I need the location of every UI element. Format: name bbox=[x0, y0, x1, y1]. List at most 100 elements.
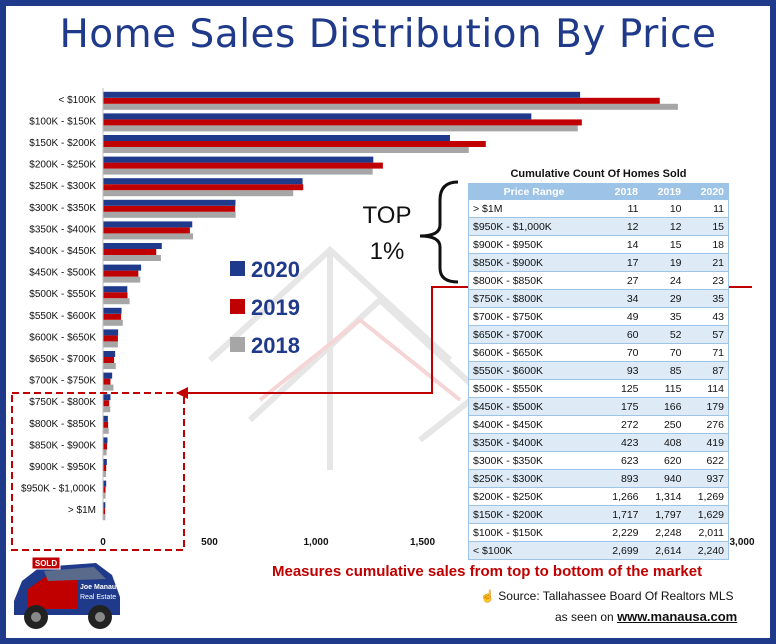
y-tick-label: $600K - $650K bbox=[29, 332, 96, 343]
table-cell-count: 115 bbox=[642, 379, 686, 398]
table-cell-count: 15 bbox=[685, 217, 729, 236]
table-row: $700K - $750K 49 35 43 bbox=[468, 307, 729, 326]
bar-2020-15 bbox=[103, 415, 108, 422]
bar-2018-7 bbox=[103, 255, 161, 261]
table-row: $300K - $350K 623 620 622 bbox=[468, 451, 729, 470]
y-tick-label: $800K - $850K bbox=[29, 419, 96, 430]
table-row: $850K - $900K 17 19 21 bbox=[468, 253, 729, 272]
x-tick-label: 0 bbox=[100, 537, 106, 548]
seen-on-prefix: as seen on bbox=[555, 610, 614, 624]
bar-2020-5 bbox=[103, 199, 236, 206]
bar-2019-6 bbox=[103, 227, 190, 234]
bar-2019-17 bbox=[103, 465, 107, 471]
bar-2018-15 bbox=[103, 427, 109, 434]
table-cell-count: 70 bbox=[599, 343, 643, 362]
x-tick-label: 1,000 bbox=[303, 537, 328, 548]
y-tick-label: $500K - $550K bbox=[29, 289, 96, 300]
bar-2020-0 bbox=[103, 91, 581, 98]
legend-swatch-2020 bbox=[230, 261, 245, 276]
bar-2018-19 bbox=[103, 514, 106, 521]
hand-icon: ☝ bbox=[480, 589, 495, 603]
y-tick-label: $400K - $450K bbox=[29, 246, 96, 257]
table-row: $550K - $600K 93 85 87 bbox=[468, 361, 729, 380]
table-cell-count: 1,717 bbox=[599, 505, 643, 524]
table-cell-price-range: $850K - $900K bbox=[468, 253, 600, 272]
table-title: Cumulative Count Of Homes Sold bbox=[510, 168, 687, 180]
table-header-price-range: Price Range bbox=[468, 183, 600, 200]
y-tick-label: $300K - $350K bbox=[29, 203, 96, 214]
table-cell-price-range: $350K - $400K bbox=[468, 433, 600, 452]
car-brand-line2: Real Estate bbox=[80, 594, 116, 601]
car-windows bbox=[44, 567, 106, 581]
table-cell-count: 1,269 bbox=[685, 487, 729, 506]
table-header-2018: 2018 bbox=[599, 183, 643, 200]
table-cell-count: 34 bbox=[599, 289, 643, 308]
y-tick-label: $700K - $750K bbox=[29, 376, 96, 387]
bar-2020-16 bbox=[103, 437, 108, 444]
bar-2020-3 bbox=[103, 156, 374, 163]
table-cell-count: 620 bbox=[642, 451, 686, 470]
table-cell-count: 1,266 bbox=[599, 487, 643, 506]
top-label-line2: 1% bbox=[369, 238, 405, 265]
table-cell-count: 12 bbox=[599, 217, 643, 236]
table-cell-price-range: $950K - $1,000K bbox=[468, 217, 600, 236]
legend-swatch-2018 bbox=[230, 337, 245, 352]
table-cell-count: 11 bbox=[599, 199, 643, 218]
table-cell-count: 1,314 bbox=[642, 487, 686, 506]
y-tick-label: $250K - $300K bbox=[29, 181, 96, 192]
table-cell-count: 2,229 bbox=[599, 523, 643, 542]
table-header-row: Price Range 2018 2019 2020 bbox=[468, 183, 729, 200]
y-tick-label: $350K - $400K bbox=[29, 224, 96, 235]
table-row: $950K - $1,000K 12 12 15 bbox=[468, 217, 729, 236]
table-cell-count: 937 bbox=[685, 469, 729, 488]
bar-2020-2 bbox=[103, 135, 450, 141]
table-cell-count: 419 bbox=[685, 433, 729, 452]
bar-2019-8 bbox=[103, 270, 139, 277]
table-cell-count: 93 bbox=[599, 361, 643, 380]
table-cell-count: 1,797 bbox=[642, 505, 686, 524]
table-cell-count: 35 bbox=[642, 307, 686, 326]
legend-label-2018: 2018 bbox=[251, 333, 300, 358]
car-wheel-front-hub bbox=[31, 612, 41, 622]
bar-2019-11 bbox=[103, 335, 118, 342]
table-row: $150K - $200K 1,717 1,797 1,629 bbox=[468, 505, 729, 524]
bar-2019-16 bbox=[103, 443, 108, 450]
table-cell-count: 18 bbox=[685, 235, 729, 254]
source-text: Source: Tallahassee Board Of Realtors ML… bbox=[498, 589, 734, 603]
table-cell-price-range: $550K - $600K bbox=[468, 361, 600, 380]
table-row: > $1M 11 10 11 bbox=[468, 199, 729, 218]
table-cell-count: 272 bbox=[599, 415, 643, 434]
seen-on-note: as seen on www.manausa.com bbox=[555, 609, 737, 624]
table-cell-count: 175 bbox=[599, 397, 643, 416]
bar-2018-1 bbox=[103, 125, 578, 132]
car-red-panel bbox=[28, 573, 78, 609]
table-body: > $1M 11 10 11 $950K - $1,000K 12 12 15 $900K - … bbox=[468, 199, 729, 560]
table-cell-count: 27 bbox=[599, 271, 643, 290]
bar-2019-14 bbox=[103, 400, 110, 407]
table-header-2020: 2020 bbox=[685, 183, 729, 200]
bar-2018-3 bbox=[103, 168, 373, 175]
table-cell-count: 623 bbox=[599, 451, 643, 470]
table-cell-count: 60 bbox=[599, 325, 643, 344]
bar-2018-10 bbox=[103, 319, 123, 326]
bar-2020-7 bbox=[103, 243, 162, 249]
table-row: $650K - $700K 60 52 57 bbox=[468, 325, 729, 344]
bar-2018-9 bbox=[103, 298, 130, 305]
seen-on-link[interactable]: www.manausa.com bbox=[617, 609, 738, 624]
table-cell-price-range: $300K - $350K bbox=[468, 451, 600, 470]
bar-2018-17 bbox=[103, 471, 106, 477]
bar-2020-6 bbox=[103, 221, 193, 228]
table-cell-price-range: $200K - $250K bbox=[468, 487, 600, 506]
bar-2020-10 bbox=[103, 307, 122, 314]
bar-2019-12 bbox=[103, 357, 115, 363]
table-row: $400K - $450K 272 250 276 bbox=[468, 415, 729, 434]
bar-2018-12 bbox=[103, 363, 116, 369]
chart-caption: Measures cumulative sales from top to bo… bbox=[272, 563, 703, 580]
bar-2020-1 bbox=[103, 113, 532, 120]
bar-2019-2 bbox=[103, 141, 486, 147]
table-cell-count: 87 bbox=[685, 361, 729, 380]
y-tick-label: $550K - $600K bbox=[29, 311, 96, 322]
bar-2018-13 bbox=[103, 384, 114, 391]
bar-2020-18 bbox=[103, 480, 107, 487]
table-cell-price-range: > $1M bbox=[468, 199, 600, 218]
